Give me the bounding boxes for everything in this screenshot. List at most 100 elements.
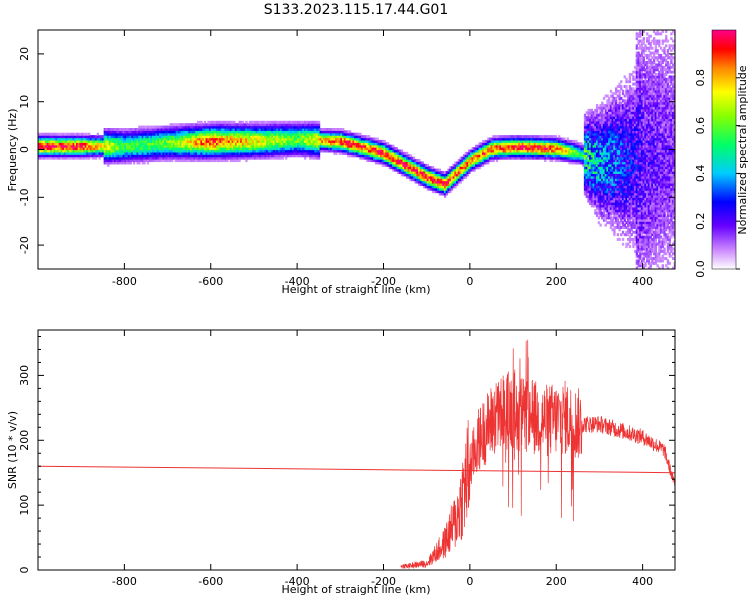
spectrogram-cell bbox=[336, 127, 340, 131]
spectrogram-cell bbox=[335, 132, 338, 136]
spectrogram-cell bbox=[138, 137, 141, 141]
spectrogram-cell bbox=[202, 132, 205, 136]
spectrogram-cell bbox=[528, 144, 531, 148]
spectrogram-cell bbox=[297, 130, 300, 134]
spectrogram-cell bbox=[500, 144, 504, 148]
spectrogram-cell bbox=[507, 144, 511, 148]
spectrogram-cell bbox=[200, 127, 203, 131]
spectrogram-cell bbox=[587, 108, 590, 112]
spectrogram-cell bbox=[494, 142, 497, 146]
spectrogram-cell bbox=[437, 175, 440, 179]
spectrogram-cell bbox=[378, 142, 381, 146]
spectrogram-cell bbox=[613, 228, 616, 232]
spectrogram-cell bbox=[58, 132, 62, 136]
spectrogram-cell bbox=[278, 151, 281, 155]
spectrogram-cell bbox=[177, 132, 181, 136]
spectrogram-cell bbox=[599, 175, 602, 179]
spectrogram-cell bbox=[214, 142, 217, 146]
spectrogram-cell bbox=[288, 151, 291, 155]
spectrogram-cell bbox=[449, 173, 452, 177]
spectrogram-cell bbox=[611, 209, 614, 213]
spectrogram-cell bbox=[587, 182, 590, 186]
spectrogram-cell bbox=[148, 151, 151, 155]
spectrogram-cell bbox=[604, 106, 607, 110]
spectrogram-cell bbox=[589, 192, 592, 196]
spectrogram-cell bbox=[573, 139, 576, 143]
spectrogram-cell bbox=[188, 144, 191, 148]
spectrogram-cell bbox=[288, 142, 291, 146]
spectrogram-cell bbox=[110, 127, 113, 131]
spectrogram-cell bbox=[108, 159, 112, 163]
spectrogram-cell bbox=[475, 166, 478, 170]
spectrogram-cell bbox=[39, 144, 43, 148]
spectrogram-cell bbox=[614, 137, 618, 141]
spectrogram-cell bbox=[69, 135, 72, 139]
spectrogram-cell bbox=[114, 161, 117, 165]
spectrogram-cell bbox=[329, 149, 333, 153]
spectrogram-cell bbox=[393, 149, 397, 153]
spectrogram-cell bbox=[105, 149, 108, 153]
spectrogram-cell bbox=[506, 149, 509, 153]
spectrogram-cell bbox=[196, 120, 200, 124]
spectrogram-cell bbox=[272, 142, 276, 146]
spectrogram-cell bbox=[236, 123, 239, 127]
spectrogram-cell bbox=[597, 163, 601, 167]
spectrogram-cell bbox=[500, 151, 504, 155]
spectrogram-cell bbox=[202, 154, 205, 158]
spectrogram-cell bbox=[342, 149, 345, 153]
spectrogram-cell bbox=[602, 96, 606, 100]
spectrogram-cell bbox=[281, 147, 284, 151]
spectrogram-cell bbox=[374, 139, 378, 143]
spectrogram-cell bbox=[386, 144, 390, 148]
spectrogram-cell bbox=[234, 123, 238, 127]
spectrogram-cell bbox=[222, 127, 226, 131]
spectrogram-cell bbox=[488, 159, 492, 163]
spectrogram-cell bbox=[262, 127, 265, 131]
spectrogram-cell bbox=[276, 125, 279, 129]
spectrogram-cell bbox=[88, 135, 91, 139]
spectrogram-cell bbox=[614, 118, 618, 122]
spectrogram-cell bbox=[271, 154, 274, 158]
spectrogram-cell bbox=[537, 147, 540, 151]
spectrogram-cell bbox=[609, 161, 613, 165]
spectrogram-cell bbox=[44, 135, 48, 139]
spectrogram-cell bbox=[290, 137, 293, 141]
spectrogram-cell bbox=[169, 135, 172, 139]
spectrogram-cell bbox=[181, 135, 184, 139]
spectrogram-cell bbox=[469, 151, 473, 155]
spectrogram-cell bbox=[475, 163, 478, 167]
spectrogram-cell bbox=[409, 159, 412, 163]
spectrogram-cell bbox=[480, 159, 483, 163]
spectrogram-cell bbox=[60, 154, 63, 158]
spectrogram-cell bbox=[589, 166, 592, 170]
spectrogram-cell bbox=[58, 144, 62, 148]
spectrogram-cell bbox=[295, 154, 298, 158]
spectrogram-cell bbox=[528, 137, 531, 141]
spectrogram-cell bbox=[606, 125, 609, 129]
spectrogram-cell bbox=[228, 137, 231, 141]
spectrogram-cell bbox=[228, 132, 231, 136]
spectrogram-cell bbox=[359, 156, 362, 160]
spectrogram-cell bbox=[41, 151, 44, 155]
spectrogram-cell bbox=[440, 178, 443, 182]
spectrogram-cell bbox=[497, 151, 500, 155]
spectrogram-cell bbox=[278, 149, 281, 153]
spectrogram-cell bbox=[139, 130, 143, 134]
spectrogram-cell bbox=[614, 99, 618, 103]
spectrogram-cell bbox=[176, 142, 179, 146]
spectrogram-cell bbox=[616, 214, 620, 218]
spectrogram-cell bbox=[196, 156, 200, 160]
spectrogram-cell bbox=[613, 96, 616, 100]
spectrogram-cell bbox=[188, 156, 191, 160]
spectrogram-cell bbox=[606, 192, 609, 196]
spectrogram-cell bbox=[316, 144, 319, 148]
spectrogram-cell bbox=[416, 178, 419, 182]
spectrogram-cell bbox=[274, 149, 277, 153]
spectrogram-cell bbox=[100, 135, 103, 139]
spectrogram-cell bbox=[191, 154, 195, 158]
spectrogram-cell bbox=[172, 130, 176, 134]
spectrogram-cell bbox=[551, 159, 554, 163]
spectrogram-cell bbox=[471, 166, 474, 170]
spectrogram-cell bbox=[361, 144, 364, 148]
spectrogram-cell bbox=[291, 135, 295, 139]
